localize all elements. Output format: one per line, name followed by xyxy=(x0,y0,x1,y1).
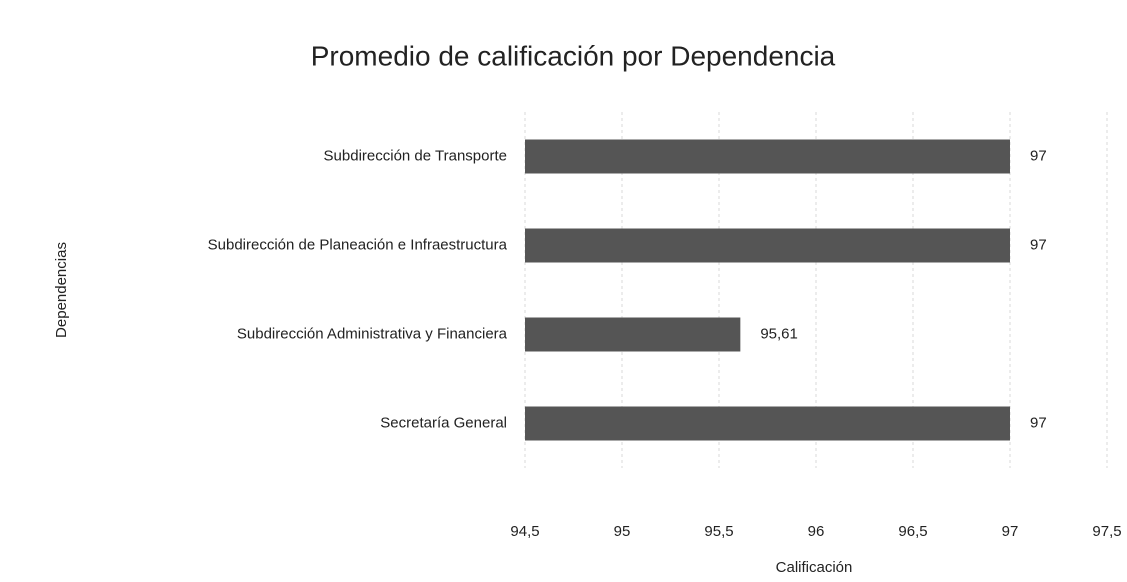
data-label: 97 xyxy=(1030,236,1047,253)
x-tick-label: 97,5 xyxy=(1092,523,1121,540)
x-tick-label: 97 xyxy=(1002,523,1019,540)
y-tick-label: Secretaría General xyxy=(380,414,507,431)
x-tick-label: 95 xyxy=(614,523,631,540)
x-tick-label: 96 xyxy=(808,523,825,540)
data-label: 97 xyxy=(1030,147,1047,164)
y-tick-label: Subdirección de Transporte xyxy=(324,147,507,164)
data-label: 97 xyxy=(1030,414,1047,431)
y-tick-label: Subdirección Administrativa y Financiera xyxy=(237,325,508,342)
x-tick-label: 95,5 xyxy=(704,523,733,540)
x-tick-label: 94,5 xyxy=(510,523,539,540)
bar xyxy=(525,406,1010,441)
x-axis-title: Calificación xyxy=(776,559,853,576)
data-label: 95,61 xyxy=(760,325,798,342)
bar xyxy=(525,139,1010,174)
bar xyxy=(525,317,741,352)
chart-title: Promedio de calificación por Dependencia xyxy=(311,40,836,71)
x-tick-label: 96,5 xyxy=(898,523,927,540)
y-axis-title: Dependencias xyxy=(53,242,70,338)
y-tick-label: Subdirección de Planeación e Infraestruc… xyxy=(208,236,508,253)
bar xyxy=(525,228,1010,263)
